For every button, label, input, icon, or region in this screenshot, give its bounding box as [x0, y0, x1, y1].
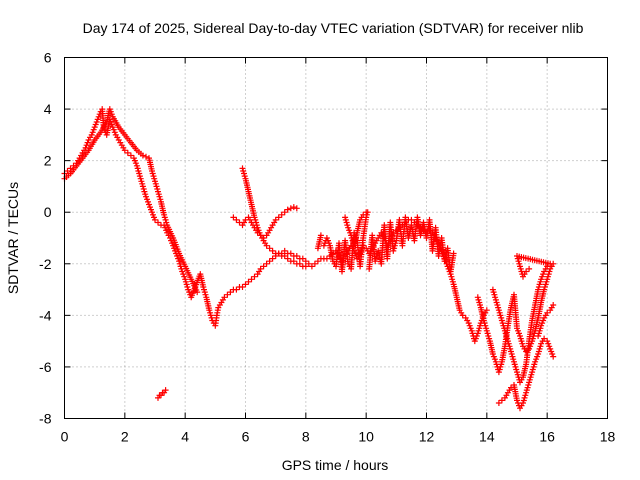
data-point-descending-arc: [302, 263, 309, 270]
data-point-main-track: [251, 273, 258, 280]
data-point-descending-arc: [284, 255, 291, 262]
data-point-main-track: [323, 255, 330, 262]
data-point-late-upper-track: [526, 265, 533, 272]
x-tick-label: 8: [302, 429, 310, 445]
x-tick-label: 6: [242, 429, 250, 445]
y-tick-labels: -8 -6 -4 -2 0 2 4 6: [39, 50, 52, 427]
data-point-upper-rising-arc: [284, 206, 291, 213]
y-tick-label: -4: [39, 307, 52, 323]
data-point-main-track: [124, 149, 131, 156]
data-point-second-track: [139, 152, 146, 159]
y-tick-label: 6: [44, 50, 52, 66]
x-axis-label: GPS time / hours: [282, 457, 389, 473]
data-point-descending-arc: [269, 247, 276, 254]
x-tick-label: 16: [539, 429, 555, 445]
data-point-upper-rising-arc: [293, 205, 300, 212]
x-tick-labels: 0 2 4 6 8 10 12 14 16 18: [61, 429, 616, 445]
data-point-upper-rising-arc: [287, 205, 294, 212]
data-point-upper-rising-arc: [233, 216, 240, 223]
y-tick-label: 4: [44, 101, 52, 117]
x-tick-label: 10: [358, 429, 374, 445]
data-point-late-upper-track: [550, 302, 557, 308]
data-point-scatter-9-10: [314, 245, 321, 252]
data-points: [61, 106, 557, 412]
data-point-isolated-low: [162, 387, 169, 394]
chart-title: Day 174 of 2025, Sidereal Day-to-day VTE…: [83, 20, 584, 36]
data-point-main-track: [269, 255, 276, 262]
x-tick-label: 14: [479, 429, 495, 445]
y-tick-label: -2: [39, 256, 52, 272]
data-point-main-track: [483, 307, 490, 314]
x-tick-label: 2: [121, 429, 129, 445]
data-point-second-track: [143, 153, 149, 160]
data-point-main-track: [95, 113, 102, 120]
data-point-second-track: [108, 111, 115, 118]
data-point-scatter-9-10: [363, 209, 370, 216]
x-tick-label: 12: [419, 429, 435, 445]
data-point-late-low-track: [541, 335, 548, 342]
data-point-mid-cluster: [450, 250, 457, 257]
y-tick-label: 0: [44, 204, 52, 220]
y-tick-label: 2: [44, 153, 52, 169]
y-axis-label: SDTVAR / TECUs: [5, 182, 21, 294]
x-tick-label: 18: [600, 429, 616, 445]
y-tick-label: -6: [39, 359, 52, 375]
x-tick-label: 0: [61, 429, 69, 445]
data-point-main-track: [233, 286, 240, 293]
data-point-second-track: [194, 289, 201, 296]
x-tick-label: 4: [181, 429, 189, 445]
data-point-upper-rising-arc: [290, 204, 297, 211]
data-point-late-low-track: [550, 353, 557, 360]
plot-frame: [64, 57, 608, 419]
y-tick-label: -8: [39, 411, 52, 427]
